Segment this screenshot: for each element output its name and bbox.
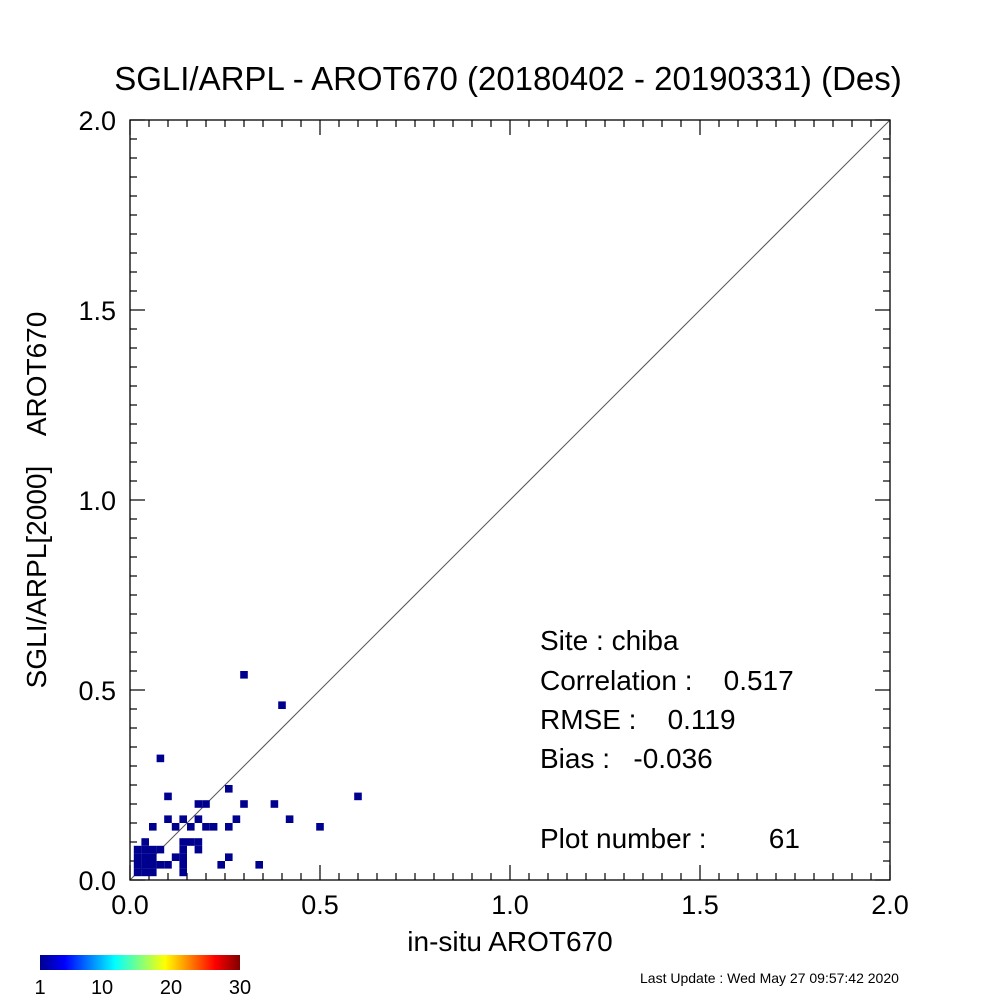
x-tick-label: 2.0 [871, 890, 909, 920]
data-point [156, 845, 165, 854]
data-point [156, 861, 165, 869]
data-point [194, 815, 203, 823]
data-point [194, 845, 203, 854]
data-point [149, 868, 157, 877]
data-point [194, 838, 203, 846]
colorbar-tick-label: 10 [91, 977, 113, 999]
x-tick-labels: 0.0 0.5 1.0 1.5 2.0 [111, 890, 909, 920]
stats-plot-number: Plot number : 61 [540, 823, 800, 854]
data-point [232, 815, 241, 823]
data-point [202, 823, 210, 831]
data-point [149, 853, 157, 861]
tick-marks [129, 119, 891, 881]
data-point [179, 845, 187, 854]
data-point [141, 845, 149, 854]
data-point [141, 868, 149, 877]
data-point [179, 853, 187, 861]
data-points [133, 671, 362, 877]
y-tick-label: 1.5 [78, 296, 116, 326]
data-point [179, 861, 187, 869]
chart-title: SGLI/ARPL - AROT670 (20180402 - 20190331… [114, 60, 902, 97]
data-point [225, 823, 233, 831]
stats-correlation: Correlation : 0.517 [540, 665, 794, 696]
data-point [285, 815, 294, 823]
data-point [164, 792, 172, 801]
x-tick-label: 1.0 [491, 890, 529, 920]
data-point [354, 792, 362, 801]
data-point [225, 785, 233, 793]
y-tick-label: 0.5 [78, 676, 116, 706]
colorbar-tick-label: 20 [160, 977, 182, 999]
data-point [141, 861, 149, 869]
data-point [141, 838, 149, 846]
data-point [141, 853, 149, 861]
data-point [149, 861, 157, 869]
stats-block: Site : chiba Correlation : 0.517 RMSE : … [540, 625, 800, 854]
colorbar-tick-label: 30 [229, 977, 251, 999]
data-point [179, 838, 187, 846]
data-point [225, 853, 233, 861]
data-point [133, 853, 142, 861]
data-point [240, 800, 248, 808]
y-tick-labels: 0.0 0.5 1.0 1.5 2.0 [78, 106, 116, 896]
x-tick-label: 0.5 [301, 890, 339, 920]
one-to-one-line [129, 119, 891, 881]
data-point [164, 861, 172, 869]
data-point [255, 861, 263, 869]
y-tick-label: 1.0 [78, 486, 116, 516]
data-point [156, 754, 165, 763]
data-point [133, 868, 142, 877]
y-axis-label: SGLI/ARPL[2000] AROT670 [21, 312, 52, 689]
data-point [179, 868, 187, 877]
data-point [164, 815, 172, 823]
data-point [171, 853, 180, 861]
colorbar [40, 955, 240, 970]
data-point [149, 823, 157, 831]
last-update-text: Last Update : Wed May 27 09:57:42 2020 [640, 970, 899, 986]
data-point [316, 823, 324, 831]
data-point [240, 671, 248, 679]
data-point [278, 701, 286, 709]
y-tick-label: 0.0 [78, 866, 116, 896]
stats-rmse: RMSE : 0.119 [540, 704, 736, 735]
data-point [179, 815, 187, 823]
x-tick-label: 0.0 [111, 890, 149, 920]
data-point [133, 861, 142, 869]
data-point [202, 800, 210, 808]
colorbar-tick-label: 1 [34, 977, 45, 999]
data-point [194, 800, 203, 808]
data-point [187, 838, 195, 846]
data-point [149, 845, 157, 854]
y-tick-label: 2.0 [78, 106, 116, 136]
x-tick-label: 1.5 [681, 890, 719, 920]
data-point [270, 800, 279, 808]
stats-bias: Bias : -0.036 [540, 743, 713, 774]
stats-site: Site : chiba [540, 625, 679, 656]
colorbar-tick-labels: 1 10 20 30 [34, 977, 251, 999]
data-point [209, 823, 218, 831]
data-point [171, 823, 180, 831]
data-point [217, 861, 225, 869]
data-point [187, 823, 195, 831]
data-point [133, 845, 142, 854]
x-axis-label: in-situ AROT670 [407, 926, 612, 957]
